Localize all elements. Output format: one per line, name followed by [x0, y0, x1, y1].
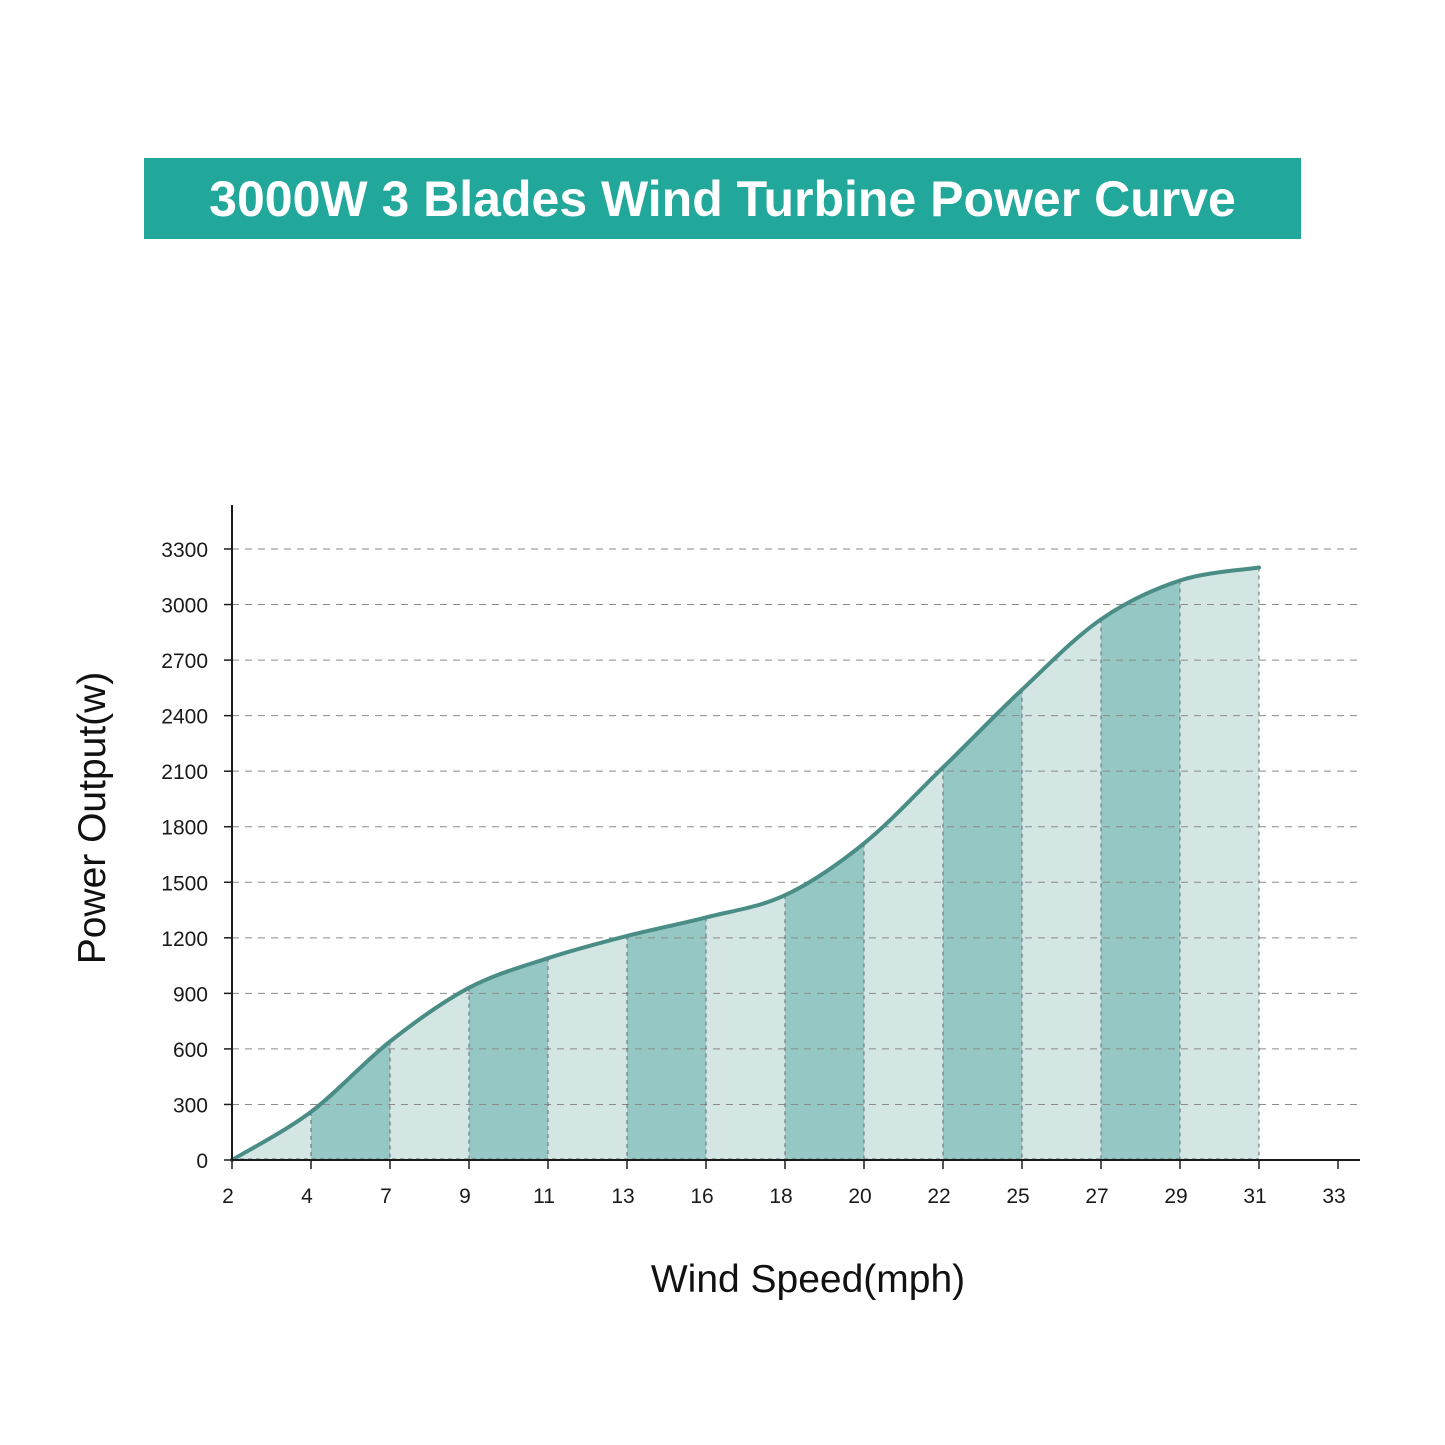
area-band	[390, 987, 469, 1160]
area-band	[232, 1111, 311, 1160]
y-tick-label: 1800	[161, 817, 208, 840]
chart-title: 3000W 3 Blades Wind Turbine Power Curve	[209, 170, 1236, 227]
x-tick-label: 29	[1164, 1185, 1187, 1208]
y-tick-label: 3000	[161, 595, 208, 618]
x-axis-title: Wind Speed(mph)	[651, 1258, 965, 1301]
y-tick-label: 1200	[161, 928, 208, 951]
x-tick-label: 25	[1006, 1185, 1029, 1208]
area-band	[1180, 567, 1259, 1160]
area-band	[943, 689, 1022, 1160]
y-tick-label: 2700	[161, 650, 208, 673]
title-banner: 3000W 3 Blades Wind Turbine Power Curve	[144, 158, 1301, 239]
area-band	[1101, 580, 1180, 1160]
x-tick-label: 7	[380, 1185, 392, 1208]
area-band	[548, 935, 627, 1160]
y-tick-labels: 0 300 600 900 1200 1500 1800 2100 2400 2700 3000 33…	[161, 539, 232, 1173]
area-band	[469, 958, 548, 1160]
x-tick-label: 20	[848, 1185, 871, 1208]
x-tick-label: 16	[690, 1185, 713, 1208]
y-tick-label: 2400	[161, 706, 208, 729]
area-bands	[232, 567, 1259, 1160]
area-band	[1022, 619, 1101, 1160]
axes	[231, 505, 1360, 1161]
x-tick-label: 2	[222, 1185, 234, 1208]
x-tick-label: 4	[301, 1185, 313, 1208]
area-band	[311, 1041, 390, 1160]
x-tick-label: 13	[611, 1185, 634, 1208]
y-tick-label: 900	[173, 983, 208, 1006]
x-tick-labels: 2 4 7 9 11 13 16 18 20 22 25 27 29 31 33	[222, 1160, 1346, 1208]
y-axis-title: Power Output(w)	[71, 672, 114, 965]
area-band	[627, 917, 706, 1160]
x-tick-label: 31	[1243, 1185, 1266, 1208]
x-tick-label: 27	[1085, 1185, 1108, 1208]
x-tick-label: 18	[769, 1185, 792, 1208]
area-band	[864, 767, 943, 1160]
y-tick-label: 3300	[161, 539, 208, 562]
power-curve-line	[230, 565, 1261, 1162]
y-tick-label: 1500	[161, 872, 208, 895]
y-tick-label: 0	[196, 1150, 208, 1173]
x-tick-label: 22	[927, 1185, 950, 1208]
area-band	[785, 843, 864, 1160]
y-tick-label: 2100	[161, 761, 208, 784]
y-tick-label: 300	[173, 1094, 208, 1117]
gridlines	[232, 548, 1360, 1105]
x-tick-label: 33	[1322, 1185, 1345, 1208]
x-tick-label: 9	[459, 1185, 471, 1208]
x-tick-label: 11	[533, 1185, 555, 1208]
area-band	[706, 895, 785, 1160]
y-tick-label: 600	[173, 1039, 208, 1062]
